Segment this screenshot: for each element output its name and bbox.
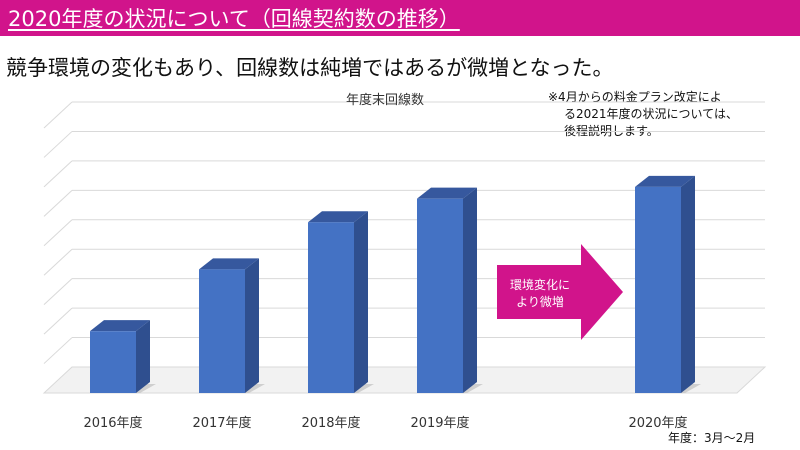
bar-side [681, 175, 695, 393]
bar-top [417, 187, 477, 199]
bar-top [308, 211, 368, 223]
bar-top [635, 175, 695, 187]
bar-front [417, 198, 463, 393]
chart-title: 年度末回線数 [346, 92, 424, 108]
x-tick-label: 2018年度 [301, 415, 360, 431]
x-tick-label: 2016年度 [83, 415, 142, 431]
arrow-shape [497, 244, 623, 340]
bar-front [90, 331, 136, 393]
page-title: 2020年度の状況について（回線契約数の推移） [8, 7, 460, 31]
bar-top [199, 258, 259, 270]
x-tick-label: 2017年度 [192, 415, 251, 431]
labels-layer: 2016年度 2017年度 2018年度 2019年度 2020年度 [83, 415, 687, 431]
gridline-depth [43, 160, 73, 188]
note-line-2: る2021年度の状況については、 [564, 107, 738, 121]
gridline-depth [43, 278, 73, 306]
fiscal-year-footnote: 年度：3月～2月 [668, 431, 756, 445]
bar [417, 187, 483, 393]
page-subtitle: 競争環境の変化もあり、回線数は純増ではあるが微増となった。 [6, 56, 614, 80]
gridline-depth [43, 307, 73, 335]
header-bar: 2020年度の状況について（回線契約数の推移） [0, 0, 800, 36]
x-tick-label: 2020年度 [628, 415, 687, 431]
gridline-depth [43, 337, 73, 364]
x-tick-label: 2019年度 [410, 415, 469, 431]
bar [199, 258, 265, 393]
bar [90, 320, 156, 393]
bar [308, 211, 374, 393]
gridline-depth [43, 219, 73, 247]
gridline-depth [43, 248, 73, 276]
bar [635, 175, 701, 393]
bar-side [463, 187, 477, 393]
gridline-depth [43, 189, 73, 217]
bar-front [308, 222, 354, 393]
arrow-label-line-1: 環境変化に [510, 277, 570, 292]
bar-side [136, 320, 150, 393]
gridline-depth [43, 101, 73, 129]
gridline-depth [43, 131, 73, 158]
transition-arrow: 環境変化に より微増 [497, 244, 623, 340]
arrow-label-line-2: より微増 [516, 295, 564, 309]
bar-side [354, 211, 368, 393]
bar-top [90, 320, 150, 332]
note-line-1: ※4月からの料金プラン改定によ [548, 90, 722, 104]
bar-side [245, 258, 259, 393]
bars-layer [90, 175, 701, 393]
bar-front [199, 269, 245, 393]
bar-front [635, 186, 681, 393]
